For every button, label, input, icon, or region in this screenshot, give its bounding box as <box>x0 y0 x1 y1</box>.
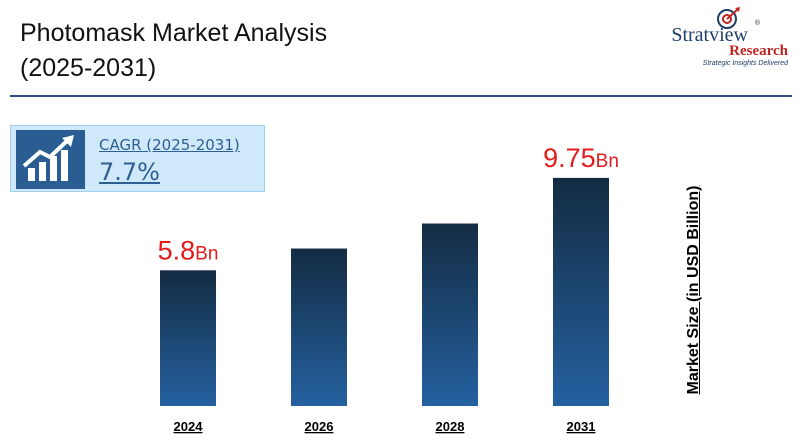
logo-name: Stratview <box>671 24 748 46</box>
target-icon <box>717 7 740 29</box>
logo-registered-mark: ® <box>754 20 760 27</box>
logo-research: Research <box>729 43 788 59</box>
bar-2024 <box>160 270 216 406</box>
x-tick-label: 2026 <box>305 419 334 434</box>
stratview-logo: Stratview ® Research Strategic Insights … <box>640 6 790 68</box>
bar-2026 <box>291 248 347 406</box>
title-line-1: Photomask Market Analysis <box>20 19 328 47</box>
bar-2031 <box>553 177 609 406</box>
header-divider <box>10 95 792 97</box>
x-tick-label: 2031 <box>567 419 596 434</box>
cagr-value: 7.7% <box>99 158 160 186</box>
x-tick-label: 2024 <box>174 419 204 434</box>
cagr-box: CAGR (2025-2031) 7.7% <box>10 125 265 192</box>
y-axis-label: Market Size (in USD Billion) <box>685 185 702 395</box>
data-label-2024: 5.8Bn <box>158 235 219 265</box>
data-label-2031: 9.75Bn <box>543 143 619 173</box>
growth-chart-icon <box>16 130 85 189</box>
x-tick-label: 2028 <box>436 419 465 434</box>
cagr-label: CAGR (2025-2031) <box>99 136 240 154</box>
title-line-2: (2025-2031) <box>20 54 157 82</box>
page-title: Photomask Market Analysis (2025-2031) <box>20 16 327 86</box>
logo-tagline: Strategic Insights Delivered <box>702 60 788 67</box>
bar-2028 <box>422 223 478 406</box>
